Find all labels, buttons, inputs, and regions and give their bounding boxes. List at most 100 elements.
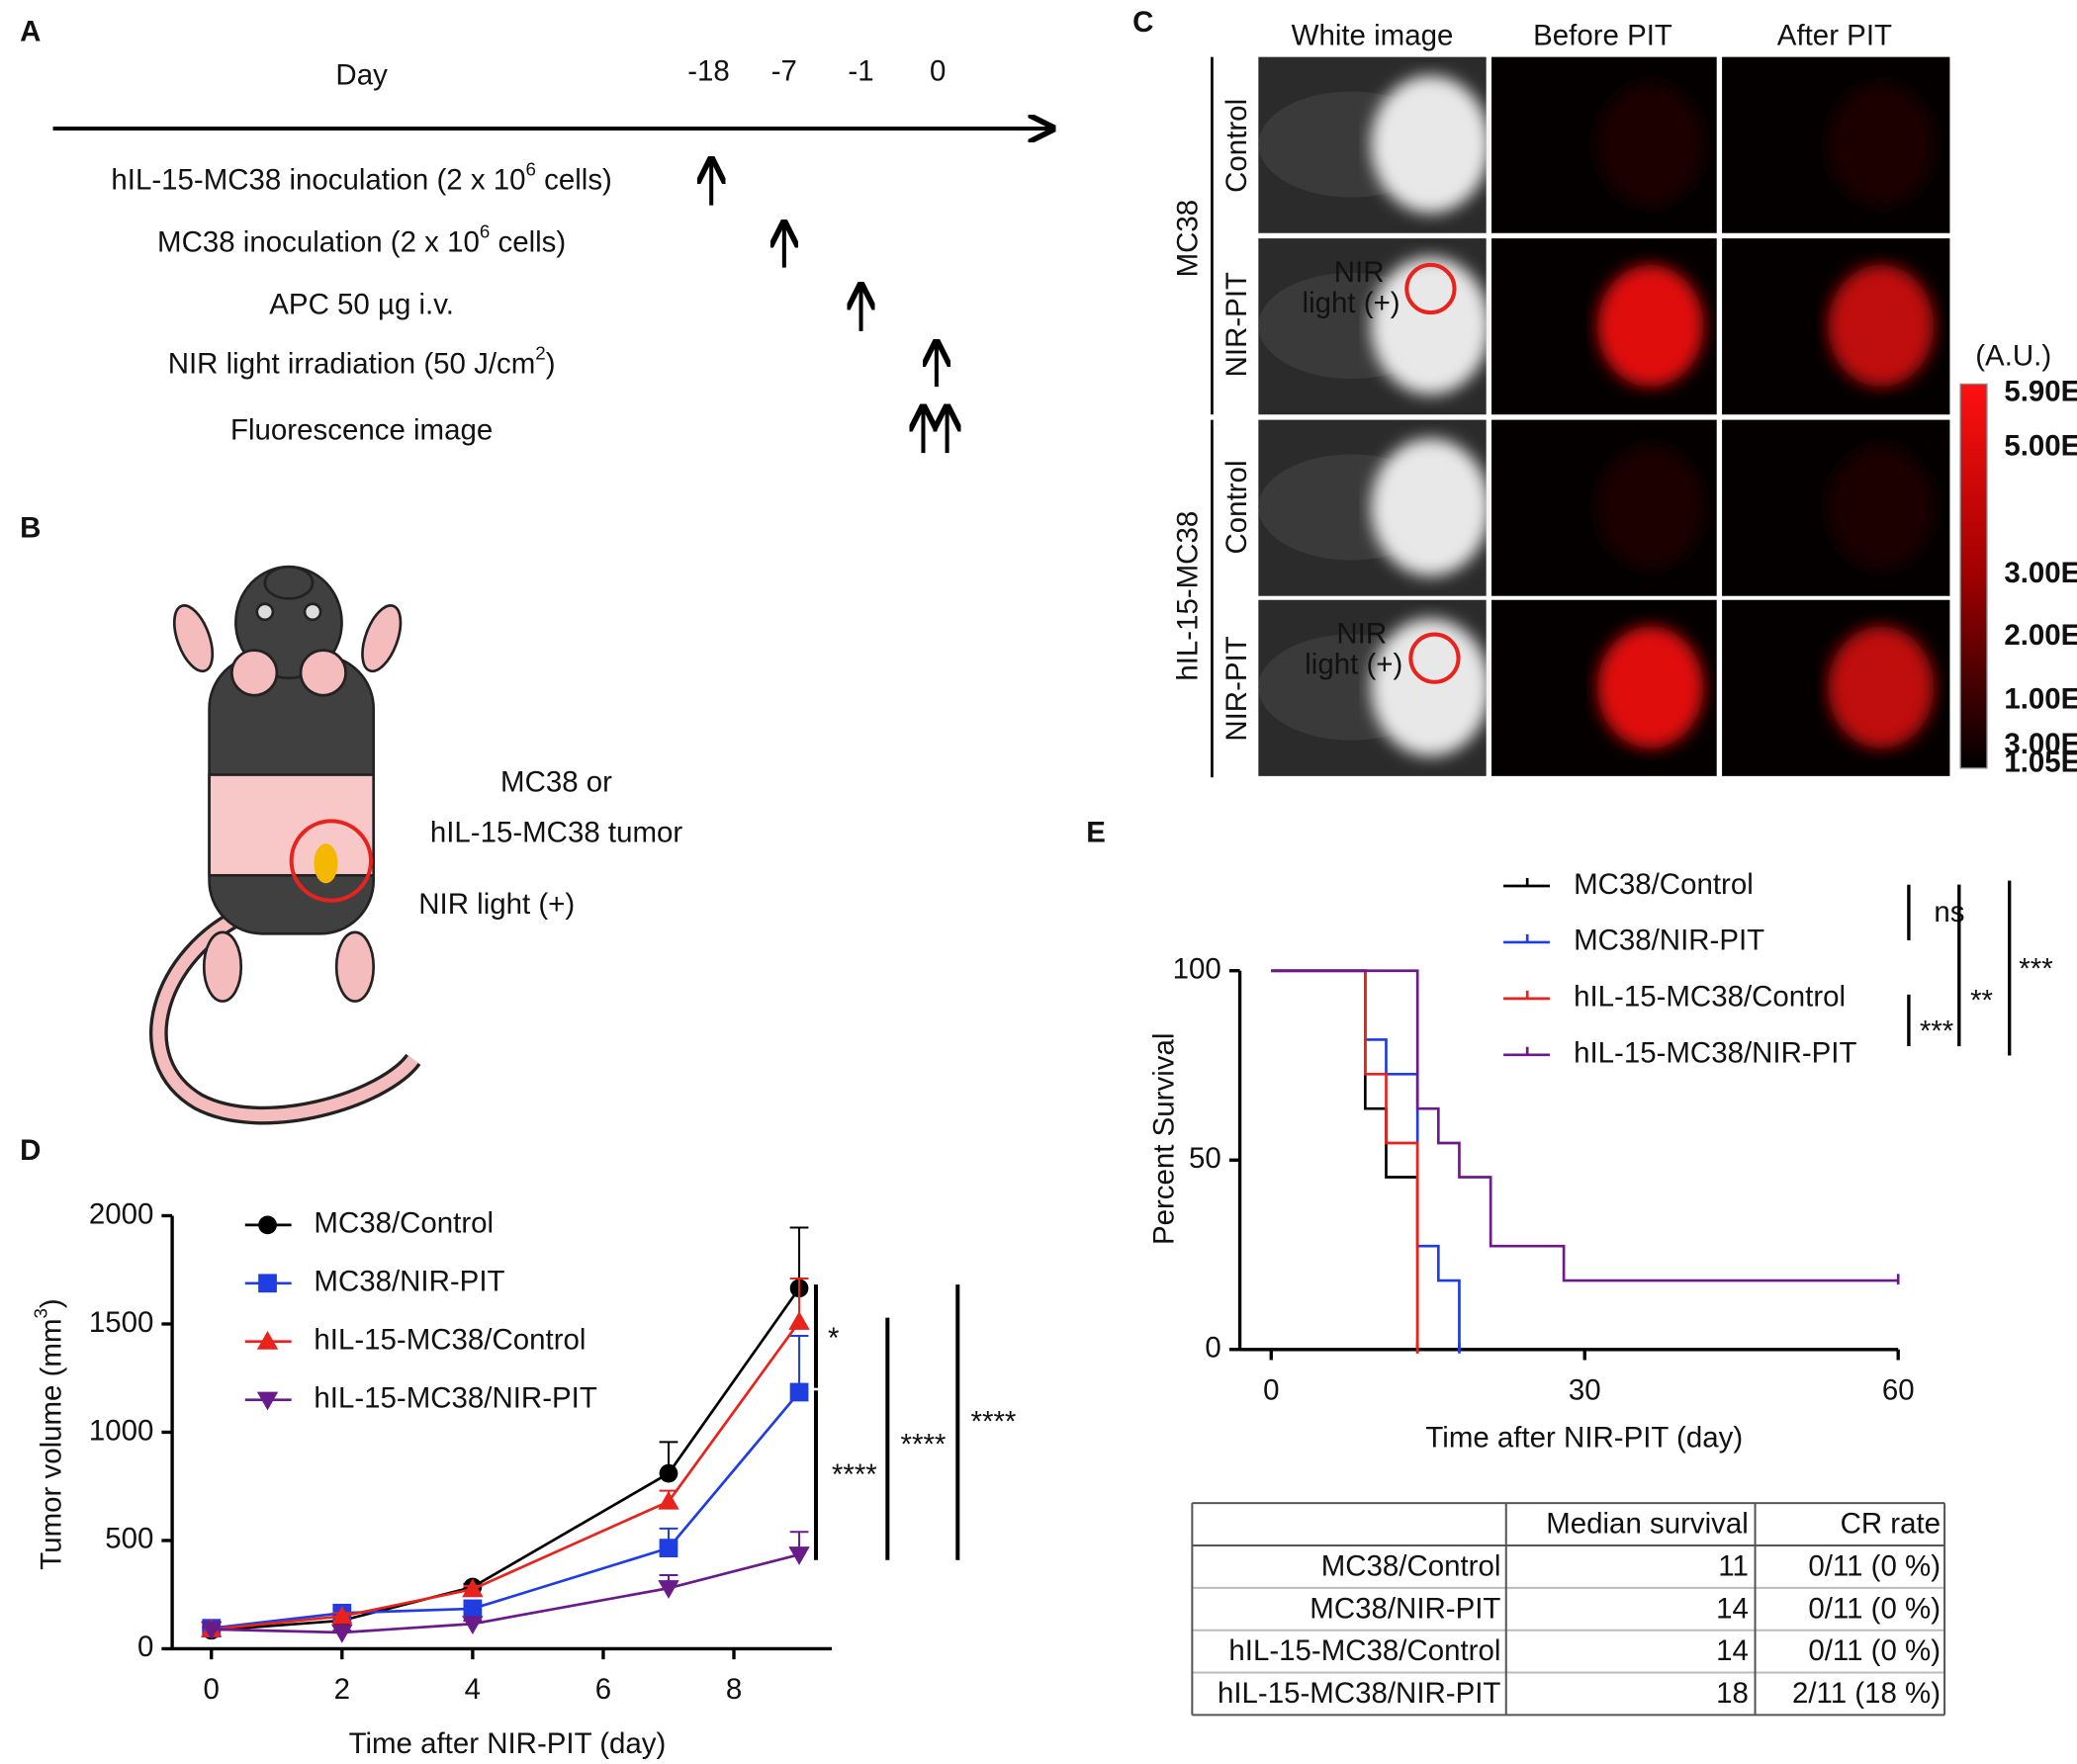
timeline-event: hIL-15-MC38 inoculation (2 x 106 cells) <box>111 159 611 196</box>
significance-label: *** <box>2019 953 2052 986</box>
legend-label: hIL-15-MC38/Control <box>1574 981 1846 1014</box>
marker <box>462 1616 484 1634</box>
marker <box>788 1311 810 1330</box>
text-part: cells) <box>536 163 612 196</box>
timeline-event: NIR light irradiation (50 J/cm2) <box>168 343 556 380</box>
fluorescence <box>1828 264 1935 388</box>
column-header: Before PIT <box>1533 19 1672 51</box>
significance-label: **** <box>832 1458 877 1491</box>
colorbar-label: 5.00E0 <box>2004 429 2077 462</box>
fluorescence <box>1828 626 1935 749</box>
row-label: Control <box>1220 99 1253 193</box>
marker <box>201 1621 223 1640</box>
y-tick-label: 50 <box>1189 1142 1221 1175</box>
table-header: CR rate <box>1841 1508 1941 1541</box>
x-tick-label: 0 <box>1263 1373 1279 1406</box>
day-tick: 0 <box>930 54 946 87</box>
legend-marker <box>258 1274 277 1293</box>
light-label: NIR light (+) <box>418 888 575 921</box>
text-part: MC38 inoculation (2 x 10 <box>157 225 480 258</box>
marker <box>331 1605 353 1625</box>
day-tick: -18 <box>687 54 730 87</box>
mouse-tumor-area <box>1371 75 1490 214</box>
legend-label: hIL-15-MC38/Control <box>314 1324 586 1357</box>
mouse-tumor-area <box>1371 256 1490 396</box>
text-part: APC 50 µg i.v. <box>269 288 454 320</box>
table-grid <box>1191 1502 1946 1717</box>
marker <box>789 1382 809 1402</box>
column-header: After PIT <box>1777 19 1892 51</box>
legend-label: MC38/NIR-PIT <box>314 1266 504 1298</box>
significance-label: * <box>828 1322 839 1355</box>
day-tick: -1 <box>848 54 873 87</box>
x-tick-label: 0 <box>204 1673 220 1706</box>
text-part: NIR light irradiation (50 J/cm <box>168 347 536 380</box>
text-part: ) <box>35 1298 67 1308</box>
table-cell: MC38/Control <box>1321 1550 1501 1583</box>
day-label: Day <box>335 58 388 91</box>
panel-label: A <box>20 15 41 47</box>
timeline-arrows <box>711 159 947 454</box>
panel-label: E <box>1086 817 1106 849</box>
day-tick: -7 <box>771 54 797 87</box>
superscript: 3 <box>31 1308 51 1318</box>
table-cell: 14 <box>1716 1592 1749 1625</box>
x-tick-label: 60 <box>1882 1373 1915 1406</box>
survival-curve <box>1271 969 1419 1350</box>
imaging-grid <box>1258 56 1950 776</box>
x-tick-label: 30 <box>1569 1373 1601 1406</box>
table-cell: 18 <box>1716 1677 1749 1710</box>
legend-label: hIL-15-MC38/NIR-PIT <box>314 1381 596 1414</box>
table-header: Median survival <box>1546 1508 1749 1541</box>
fluorescence <box>1597 83 1704 206</box>
x-tick-label: 4 <box>465 1673 481 1706</box>
x-axis-title: Time after NIR-PIT (day) <box>349 1727 667 1760</box>
tumor-label: MC38 or <box>500 766 612 799</box>
mouse-tumor-area <box>1371 618 1490 756</box>
light-note: NIR <box>1334 256 1385 289</box>
row-label: NIR-PIT <box>1220 636 1253 741</box>
series-line <box>211 1321 801 1632</box>
table-cell: hIL-15-MC38/NIR-PIT <box>1218 1677 1500 1710</box>
y-tick-label: 500 <box>105 1523 153 1555</box>
light-circle <box>1404 262 1457 315</box>
significance-label: ** <box>1970 985 1993 1017</box>
fluorescence <box>1597 626 1704 749</box>
colorbar-unit: (A.U.) <box>1975 339 2051 372</box>
colorbar-label: 2.00E0 <box>2004 619 2077 652</box>
tumor-label: hIL-15-MC38 tumor <box>430 817 683 849</box>
table-cell: hIL-15-MC38/Control <box>1228 1634 1500 1667</box>
significance-label: **** <box>971 1406 1017 1439</box>
row-label: NIR-PIT <box>1220 272 1253 377</box>
colorbar-label: 1.05E-3 <box>2004 747 2077 779</box>
row-label: Control <box>1220 461 1253 555</box>
timeline-event: Fluorescence image <box>230 413 493 446</box>
fluorescence <box>1828 446 1935 569</box>
y-axis-title: Tumor volume (mm3) <box>31 1298 67 1569</box>
y-tick-label: 1000 <box>89 1414 154 1447</box>
legend-marker <box>258 1215 277 1235</box>
legend-label: MC38/NIR-PIT <box>1574 925 1764 957</box>
legend-label: hIL-15-MC38/NIR-PIT <box>1574 1037 1856 1070</box>
group-label: MC38 <box>1171 200 1204 278</box>
series-line <box>211 1391 801 1630</box>
x-tick-label: 2 <box>334 1673 350 1706</box>
light-circle <box>1408 632 1461 684</box>
column-header: White image <box>1292 19 1454 51</box>
light-note: light (+) <box>1303 287 1400 319</box>
y-tick-label: 100 <box>1173 953 1221 986</box>
significance-label: *** <box>1920 1014 1953 1047</box>
colorbar-label: 5.90E0 <box>2004 376 2077 408</box>
table-cell: 2/11 (18 %) <box>1792 1677 1941 1710</box>
superscript: 6 <box>480 221 490 242</box>
legend-label: MC38/Control <box>1574 868 1754 901</box>
legend-label: MC38/Control <box>314 1207 494 1240</box>
light-note: light (+) <box>1305 648 1402 680</box>
text-part: Tumor volume (mm <box>35 1319 67 1570</box>
y-tick-label: 0 <box>1205 1332 1220 1365</box>
survival-curve <box>1271 969 1419 1350</box>
y-axis-title: Percent Survival <box>1147 1033 1180 1245</box>
fluorescence <box>1597 264 1704 388</box>
